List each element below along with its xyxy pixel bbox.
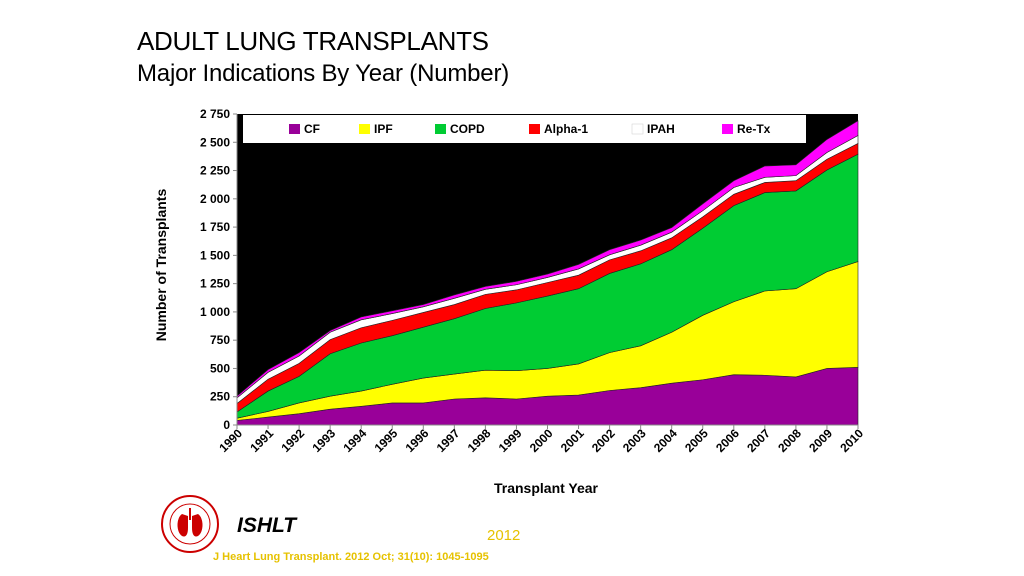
y-tick-label: 2 000 [200,192,230,206]
y-tick-label: 1 500 [200,248,230,262]
x-tick-label: 2007 [744,426,773,455]
x-axis: 1990 1991 1992 1993 1994 1995 1996 1997 1998 1999… [216,425,866,455]
y-axis: 0 250 500 750 1 000 1 250 1 500 1 750 2 000 2 250… [200,107,237,432]
x-tick-label: 2009 [806,426,835,455]
page-subtitle: Major Indications By Year (Number) [137,60,510,87]
y-axis-title: Number of Transplants [153,189,169,342]
x-tick-label: 1991 [247,426,276,455]
x-tick-label: 1998 [465,426,494,455]
x-tick-label: 1994 [341,426,370,455]
x-tick-label: 1992 [278,426,307,455]
y-tick-label: 2 250 [200,164,230,178]
y-tick-label: 0 [223,418,230,432]
legend-swatch-alpha-1 [529,124,540,134]
x-tick-label: 1999 [496,426,525,455]
y-tick-label: 1 750 [200,220,230,234]
legend-swatch-ipah [631,123,644,135]
x-tick-label: 1997 [434,426,463,455]
x-tick-label: 1990 [216,426,245,455]
citation: J Heart Lung Transplant. 2012 Oct; 31(10… [213,551,489,563]
x-tick-label: 2000 [527,426,556,455]
legend-label-alpha-1: Alpha-1 [544,122,588,136]
y-tick-label: 750 [210,333,230,347]
x-tick-label: 1996 [403,426,432,455]
legend-label-copd: COPD [450,122,485,136]
x-tick-label: 2001 [558,426,587,455]
x-tick-label: 1993 [309,426,338,455]
y-tick-label: 500 [210,361,230,375]
legend-swatch-ipf [359,124,370,134]
y-tick-label: 1 250 [200,277,230,291]
legend: CF IPF COPD Alpha-1 IPAH Re-Tx [289,122,771,136]
publication-year: 2012 [487,527,521,544]
legend-label-ipf: IPF [374,122,393,136]
area-series-re-tx [236,120,859,399]
legend-swatch-cf [289,124,300,134]
y-tick-label: 2 750 [200,107,230,121]
x-axis-title: Transplant Year [494,480,599,496]
legend-swatch-copd [435,124,446,134]
page-title: ADULT LUNG TRANSPLANTS [137,26,489,56]
y-tick-label: 1 000 [200,305,230,319]
x-tick-label: 2005 [682,426,711,455]
x-tick-label: 2008 [775,426,804,455]
legend-swatch-re-tx [722,124,733,134]
x-tick-label: 2003 [620,426,649,455]
x-tick-label: 2010 [837,426,866,455]
x-tick-label: 2006 [713,426,742,455]
legend-label-cf: CF [304,122,320,136]
legend-label-re-tx: Re-Tx [737,122,771,136]
x-tick-label: 2004 [651,426,680,455]
x-tick-label: 1995 [372,426,401,455]
legend-box [243,115,806,143]
org-name: ISHLT [237,514,297,537]
y-tick-label: 2 500 [200,135,230,149]
legend-label-ipah: IPAH [647,122,675,136]
ishlt-logo [161,495,219,553]
x-tick-label: 2002 [589,426,618,455]
y-tick-label: 250 [210,390,230,404]
